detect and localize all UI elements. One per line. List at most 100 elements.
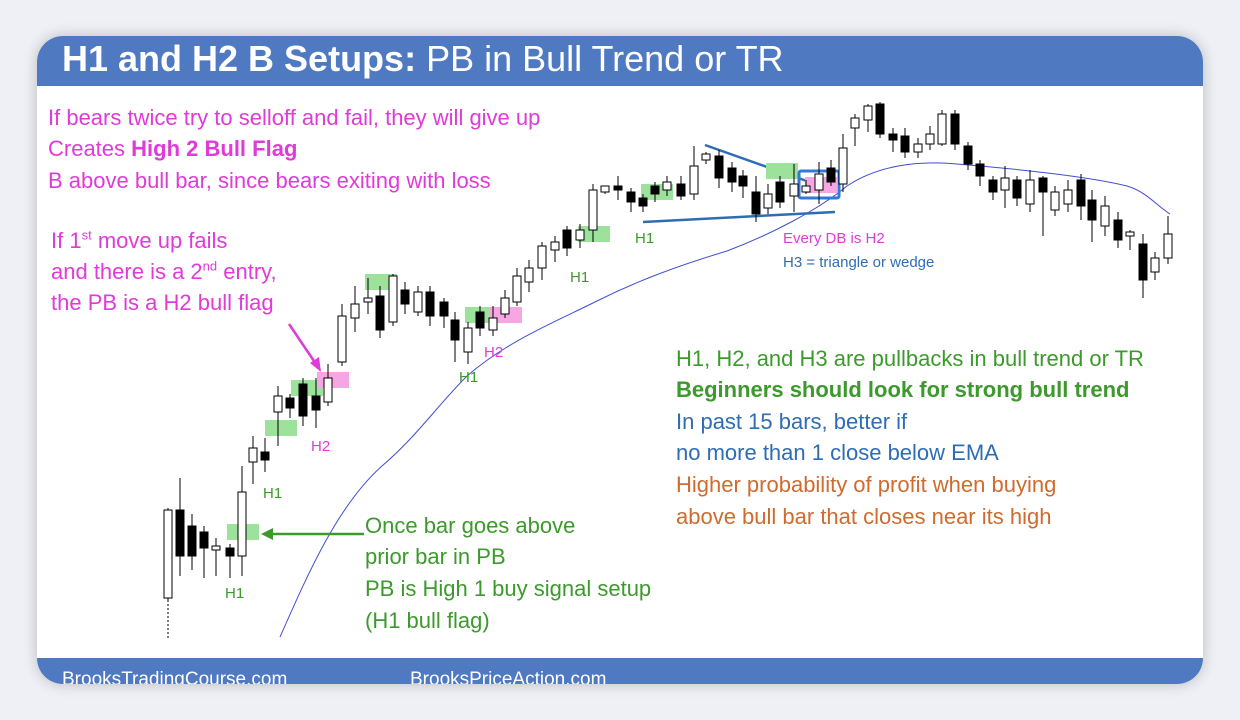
label-h1: H1 xyxy=(570,269,590,286)
bull-candle xyxy=(1100,205,1110,227)
bull-candle xyxy=(1163,233,1173,259)
h1-highlight xyxy=(766,163,798,179)
bear-candle xyxy=(562,229,572,249)
title-bold: H1 and H2 B Setups: xyxy=(62,38,417,79)
bull-candle xyxy=(662,181,672,191)
bull-candle xyxy=(763,193,773,209)
bull-candle xyxy=(550,241,560,251)
bear-candle xyxy=(475,311,485,329)
h1-highlight xyxy=(265,420,297,436)
bull-candle xyxy=(863,105,873,121)
bear-candle xyxy=(450,319,460,341)
note-mid-3: the PB is a H2 bull flag xyxy=(51,290,274,315)
bear-candle xyxy=(439,301,449,317)
footer-right-link[interactable]: BrooksPriceAction.com xyxy=(410,669,607,684)
bear-candle xyxy=(714,155,724,179)
note-mid-1-pre: If 1 xyxy=(51,228,82,253)
note-mid-2: and there is a 2nd entry, xyxy=(51,256,277,288)
bull-candle xyxy=(388,275,398,323)
note-top-3: B above bull bar, since bears exiting wi… xyxy=(48,168,491,193)
note-top-2: Creates High 2 Bull Flag xyxy=(48,133,297,165)
h2-highlight xyxy=(490,307,522,323)
note-right-3: In past 15 bars, better if xyxy=(676,409,908,434)
bull-candle xyxy=(1000,177,1010,191)
note-right-4: no more than 1 close below EMA xyxy=(676,440,999,465)
note-h1-4: (H1 bull flag) xyxy=(365,608,490,633)
bear-candle xyxy=(375,295,385,331)
arrow-h1 xyxy=(261,528,364,540)
bull-candle xyxy=(1150,257,1160,273)
bull-candle xyxy=(248,447,258,463)
arrow-h2 xyxy=(287,323,321,372)
bull-candle xyxy=(211,545,221,551)
bull-candle xyxy=(801,185,811,193)
bear-candle xyxy=(175,509,185,557)
bull-candle xyxy=(913,143,923,153)
bear-candle xyxy=(1038,177,1048,193)
bull-candle xyxy=(363,297,373,303)
price-chart xyxy=(163,102,1173,640)
bull-candle xyxy=(814,173,824,191)
bull-candle xyxy=(689,165,699,195)
bear-candle xyxy=(1087,199,1097,221)
note-mid-1-sup: st xyxy=(81,227,92,243)
note-top-2-pre: Creates xyxy=(48,136,132,161)
title-bar: H1 and H2 B Setups: PB in Bull Trend or … xyxy=(37,36,1203,86)
bear-candle xyxy=(963,145,973,165)
bull-candle xyxy=(537,245,547,269)
bear-candle xyxy=(950,113,960,145)
bear-candle xyxy=(311,395,321,411)
footer-bar xyxy=(37,658,1203,684)
bear-candle xyxy=(298,383,308,417)
bull-candle xyxy=(323,377,333,403)
note-right-2: Beginners should look for strong bull tr… xyxy=(676,377,1130,402)
bull-candle xyxy=(488,317,498,331)
bear-candle xyxy=(1138,243,1148,281)
h1-highlights xyxy=(227,163,798,540)
bull-candle xyxy=(838,147,848,185)
note-mid-2-post: entry, xyxy=(217,259,277,284)
triangle-bottom-line xyxy=(642,210,836,224)
bear-candle xyxy=(826,167,836,183)
label-h2: H2 xyxy=(484,344,504,361)
title-rest: PB in Bull Trend or TR xyxy=(416,38,784,79)
note-h1-3: PB is High 1 buy signal setup xyxy=(365,576,652,601)
bear-candle xyxy=(187,525,197,557)
candles xyxy=(163,102,1173,602)
note-mid-2-sup: nd xyxy=(202,258,218,274)
bull-candle xyxy=(1050,191,1060,211)
bull-candle xyxy=(337,315,347,363)
bull-candle xyxy=(163,509,173,599)
note-right-6: above bull bar that closes near its high xyxy=(676,504,1052,529)
bull-candle xyxy=(350,303,360,319)
bear-candle xyxy=(285,397,295,409)
footer-left-link[interactable]: BrooksTradingCourse.com xyxy=(62,669,288,684)
bear-candle xyxy=(975,163,985,177)
bear-candle xyxy=(626,191,636,203)
note-right-1: H1, H2, and H3 are pullbacks in bull tre… xyxy=(676,346,1144,371)
bull-candle xyxy=(524,267,534,283)
note-top-1: If bears twice try to selloff and fail, … xyxy=(48,105,541,130)
bear-candle xyxy=(400,289,410,305)
bear-candle xyxy=(1113,219,1123,241)
bull-candle xyxy=(701,153,711,161)
bear-candle xyxy=(775,181,785,203)
bull-candle xyxy=(1125,231,1135,237)
bull-candle xyxy=(500,297,510,315)
label-h1: H1 xyxy=(263,485,283,502)
note-top-2-bold: High 2 Bull Flag xyxy=(131,136,298,161)
bear-candle xyxy=(727,167,737,183)
bear-candle xyxy=(875,103,885,135)
bear-candle xyxy=(638,197,648,207)
bear-candle xyxy=(751,191,761,215)
note-mid-1: If 1st move up fails xyxy=(51,225,227,257)
note-h1-2: prior bar in PB xyxy=(365,544,506,569)
slide: H1 and H2 B Setups: PB in Bull Trend or … xyxy=(37,36,1203,684)
bull-candle xyxy=(237,491,247,557)
bull-candle xyxy=(600,185,610,193)
note-h1-1: Once bar goes above xyxy=(365,513,576,538)
note-mid-1-post: move up fails xyxy=(91,228,228,253)
note-mid-2-pre: and there is a 2 xyxy=(51,259,203,284)
bull-candle xyxy=(413,291,423,313)
bear-candle xyxy=(888,133,898,141)
